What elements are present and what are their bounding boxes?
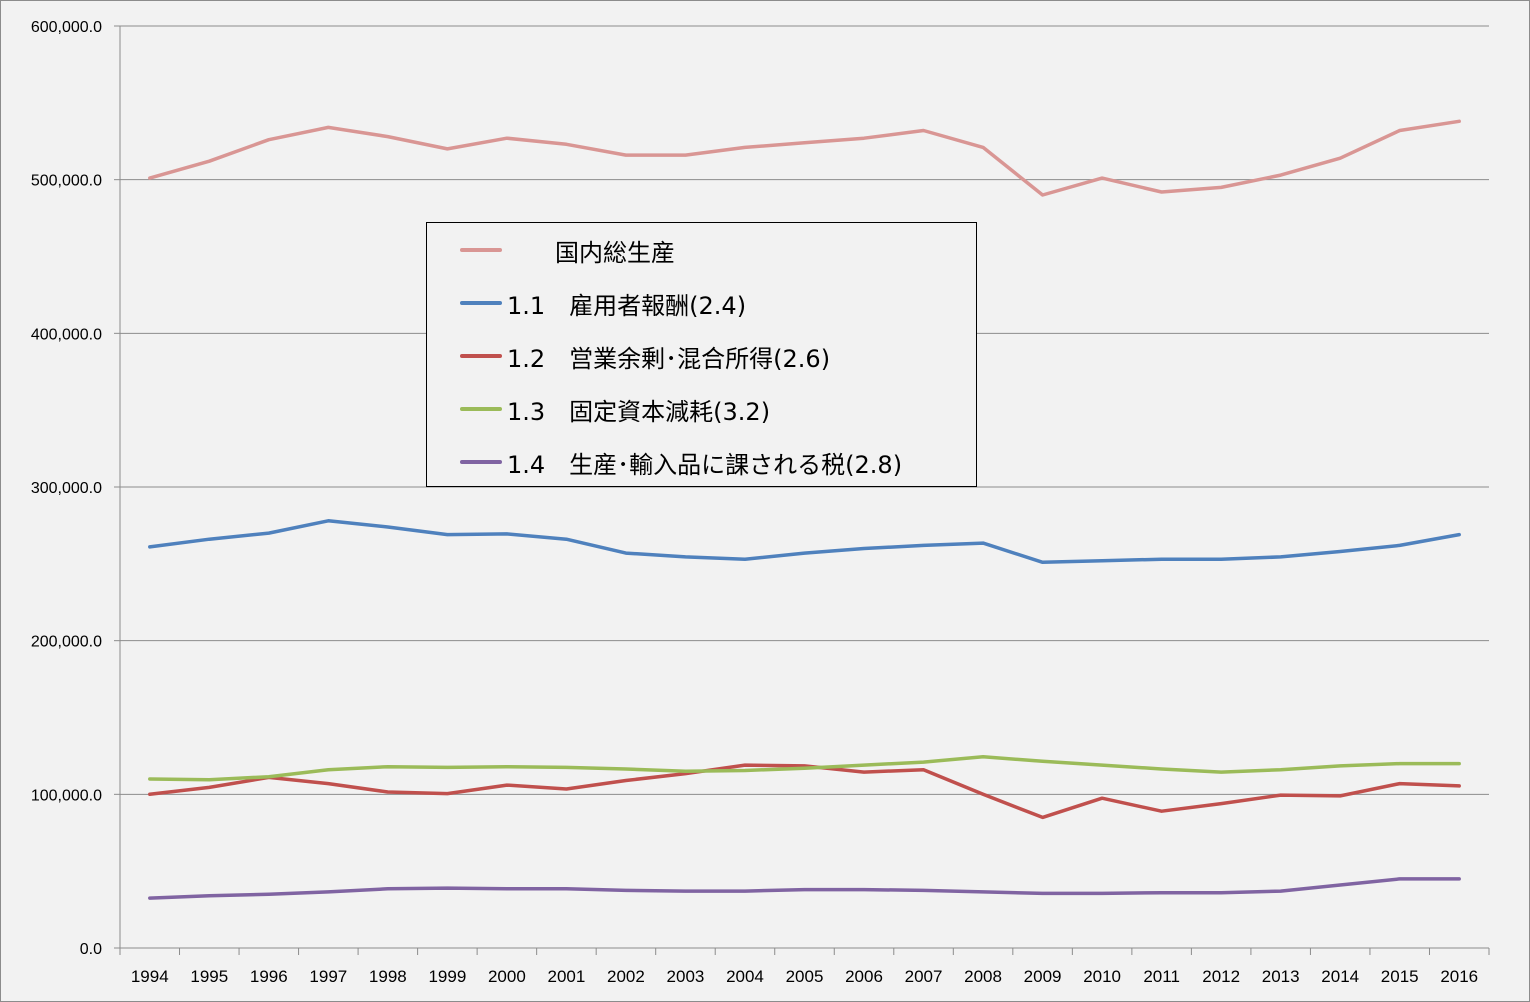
y-tick-label: 500,000.0 <box>31 173 102 190</box>
legend-item: 国内総生産 <box>427 229 976 269</box>
x-tick-label: 2005 <box>786 967 824 986</box>
legend-label: 1.4 生産･輸入品に課される税(2.8) <box>507 451 903 479</box>
x-tick-label: 2007 <box>905 967 943 986</box>
y-tick-label: 200,000.0 <box>31 634 102 651</box>
x-tick-label: 2003 <box>667 967 705 986</box>
legend-item: 1.4 生産･輸入品に課される税(2.8) <box>427 441 976 481</box>
x-tick-label: 1995 <box>190 967 228 986</box>
x-tick-label: 2004 <box>726 967 764 986</box>
legend-label: 1.1 雇用者報酬(2.4) <box>507 292 747 320</box>
x-axis-ticks: 1994 1995 1996 1997 1998 1999 2000 2001 2002 2003… <box>131 967 1478 986</box>
y-tick-label: 300,000.0 <box>31 480 102 497</box>
x-tick-label: 1996 <box>250 967 288 986</box>
legend-swatch <box>460 248 502 252</box>
x-tick-label: 2010 <box>1083 967 1121 986</box>
x-tick-label: 2013 <box>1262 967 1300 986</box>
series-line <box>148 119 1461 197</box>
y-axis-ticks: 0.0 100,000.0 200,000.0 300,000.0 400,000.0 5… <box>31 19 102 958</box>
x-tick-label: 2001 <box>547 967 585 986</box>
y-tick-label: 600,000.0 <box>31 19 102 36</box>
x-tick-label: 1999 <box>428 967 466 986</box>
x-tick-label: 2015 <box>1381 967 1419 986</box>
x-tick-label: 1998 <box>369 967 407 986</box>
x-tick-label: 2014 <box>1321 967 1359 986</box>
series-lines <box>148 119 1461 900</box>
legend-item: 1.2 営業余剰･混合所得(2.6) <box>427 335 976 375</box>
x-tick-label: 2006 <box>845 967 883 986</box>
gridlines <box>120 25 1489 795</box>
axes <box>114 25 1490 955</box>
x-tick-label: 2009 <box>1024 967 1062 986</box>
legend-swatch <box>460 354 502 358</box>
legend-item: 1.1 雇用者報酬(2.4) <box>427 282 976 322</box>
y-tick-label: 400,000.0 <box>31 326 102 343</box>
legend-swatch <box>460 407 502 411</box>
y-tick-label: 100,000.0 <box>31 787 102 804</box>
y-tick-label: 0.0 <box>80 941 102 958</box>
x-tick-label: 2016 <box>1440 967 1478 986</box>
series-line <box>148 754 1461 782</box>
legend-label: 国内総生産 <box>507 239 675 267</box>
x-tick-label: 2002 <box>607 967 645 986</box>
series-line <box>148 763 1461 820</box>
x-tick-label: 1994 <box>131 967 169 986</box>
series-line <box>148 877 1461 900</box>
x-tick-label: 2011 <box>1143 967 1180 986</box>
legend: 国内総生産 1.1 雇用者報酬(2.4) 1.2 営業余剰･混合所得(2.6) 1.3… <box>426 222 977 487</box>
x-tick-label: 2012 <box>1202 967 1240 986</box>
legend-swatch <box>460 301 502 305</box>
x-tick-label: 1997 <box>309 967 347 986</box>
x-tick-label: 2008 <box>964 967 1002 986</box>
x-tick-label: 2000 <box>488 967 526 986</box>
legend-label: 1.2 営業余剰･混合所得(2.6) <box>507 345 831 373</box>
legend-label: 1.3 固定資本減耗(3.2) <box>507 398 771 426</box>
legend-item: 1.3 固定資本減耗(3.2) <box>427 388 976 428</box>
series-line <box>148 519 1461 565</box>
legend-swatch <box>460 460 502 464</box>
